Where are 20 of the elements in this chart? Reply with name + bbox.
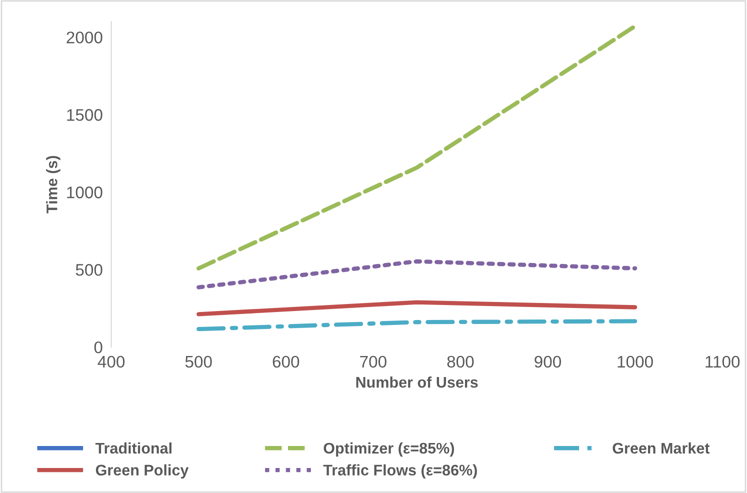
- y-tick-label: 0: [94, 341, 102, 354]
- x-tick-label: 800: [447, 356, 474, 368]
- legend-label: Traditional: [95, 442, 172, 454]
- x-tick-label: 400: [98, 356, 125, 368]
- x-tick-label: 1100: [706, 356, 740, 368]
- y-tick-label: 500: [76, 264, 102, 276]
- x-tick-label: 900: [534, 356, 562, 368]
- x-axis-title: Number of Users: [356, 376, 478, 388]
- x-tick-label: 1000: [618, 356, 653, 368]
- legend-label: Traffic Flows (ε=86%): [323, 464, 477, 479]
- x-tick-label: 600: [272, 356, 300, 368]
- legend-label: Green Market: [612, 442, 710, 454]
- y-tick-label: 2000: [66, 32, 102, 44]
- x-tick-label: 700: [360, 356, 386, 368]
- y-tick-label: 1500: [67, 109, 102, 121]
- legend-label: Green Policy: [96, 464, 189, 479]
- y-tick-label: 1000: [67, 186, 102, 198]
- y-axis-title: Time (s): [46, 156, 60, 214]
- legend-label: Optimizer (ε=85%): [324, 442, 454, 457]
- x-tick-label: 500: [185, 356, 212, 368]
